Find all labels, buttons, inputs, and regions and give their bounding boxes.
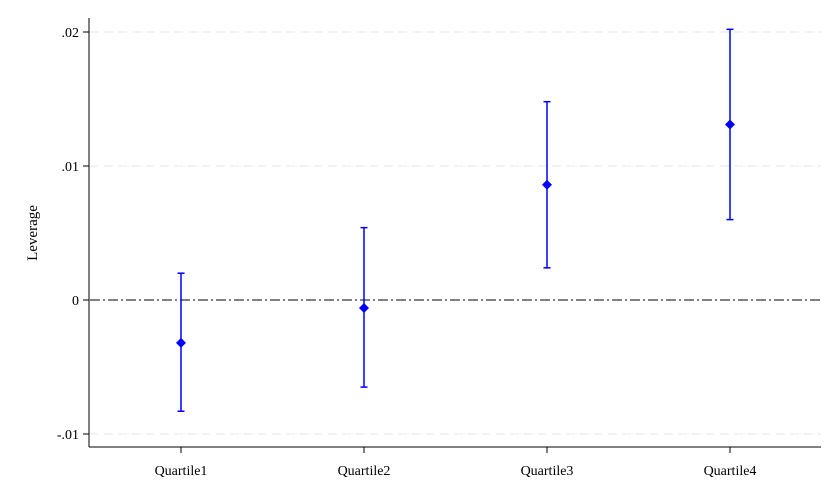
y-axis-title: Leverage (25, 205, 41, 261)
point-with-ci (542, 100, 552, 269)
point-marker (176, 337, 186, 348)
x-ticks: Quartile1 Quartile2 Quartile3 Quartile4 (155, 447, 757, 479)
point-with-ci (176, 272, 186, 412)
x-tick-label: Quartile1 (155, 464, 208, 479)
y-ticks: -.01 0 .01 .02 (57, 26, 89, 443)
data-points (176, 28, 735, 412)
y-tick-label: -.01 (57, 428, 79, 443)
point-marker (725, 119, 735, 130)
point-with-ci (359, 226, 369, 388)
grid-lines (90, 31, 821, 435)
y-tick-label: .01 (62, 160, 80, 175)
y-tick-label: .02 (62, 26, 80, 41)
point-marker (359, 303, 369, 314)
axes (88, 18, 821, 448)
x-tick-label: Quartile3 (521, 464, 574, 479)
point-marker (542, 179, 552, 190)
x-tick-label: Quartile2 (338, 464, 391, 479)
point-with-ci (725, 28, 735, 221)
x-tick-label: Quartile4 (704, 464, 757, 479)
y-tick-label: 0 (72, 294, 79, 309)
